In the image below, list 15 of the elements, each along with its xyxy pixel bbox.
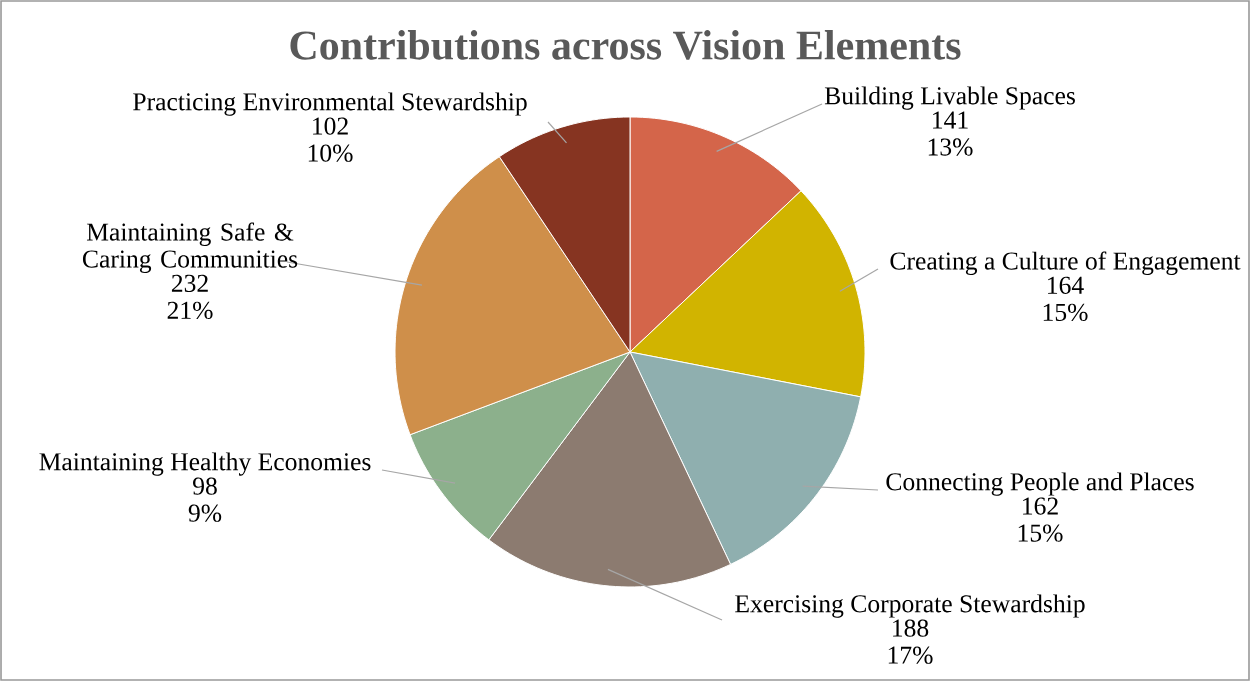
data-label: 188 17% bbox=[888, 619, 933, 664]
data-label: 162 15% bbox=[1018, 497, 1063, 542]
slice-label: Maintaining Safe & Caring Communities bbox=[82, 222, 298, 273]
data-label: 98 9% bbox=[188, 477, 222, 522]
slice-label: Building Livable Spaces bbox=[824, 86, 1075, 110]
slice-label: Exercising Corporate Stewardship bbox=[735, 594, 1085, 618]
slice-label: Maintaining Healthy Economies bbox=[39, 452, 371, 476]
data-label: 232 21% bbox=[167, 274, 213, 320]
chart-title: Contributions across Vision Elements bbox=[290, 30, 961, 60]
slice-label: Connecting People and Places bbox=[886, 472, 1194, 496]
slice-label: Creating a Culture of Engagement bbox=[890, 251, 1241, 275]
data-label: 141 13% bbox=[928, 111, 973, 156]
data-label: 164 15% bbox=[1043, 276, 1088, 322]
data-label: 102 10% bbox=[308, 117, 353, 162]
slice-label: Practicing Environmental Stewardship bbox=[133, 92, 527, 116]
